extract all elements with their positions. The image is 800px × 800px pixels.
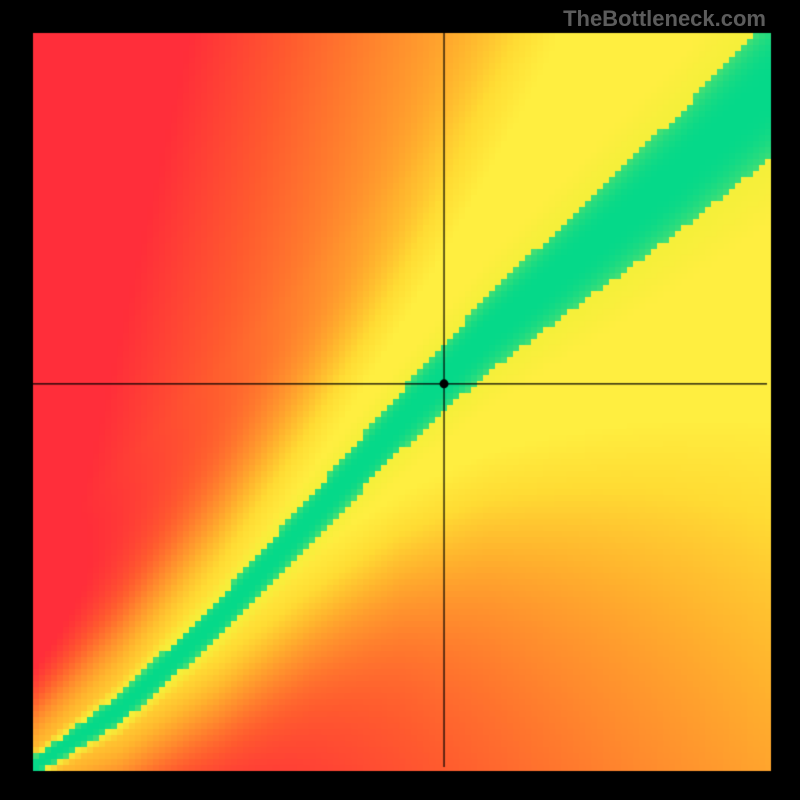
watermark-text: TheBottleneck.com xyxy=(563,6,766,32)
bottleneck-heatmap xyxy=(0,0,800,800)
chart-container: TheBottleneck.com xyxy=(0,0,800,800)
